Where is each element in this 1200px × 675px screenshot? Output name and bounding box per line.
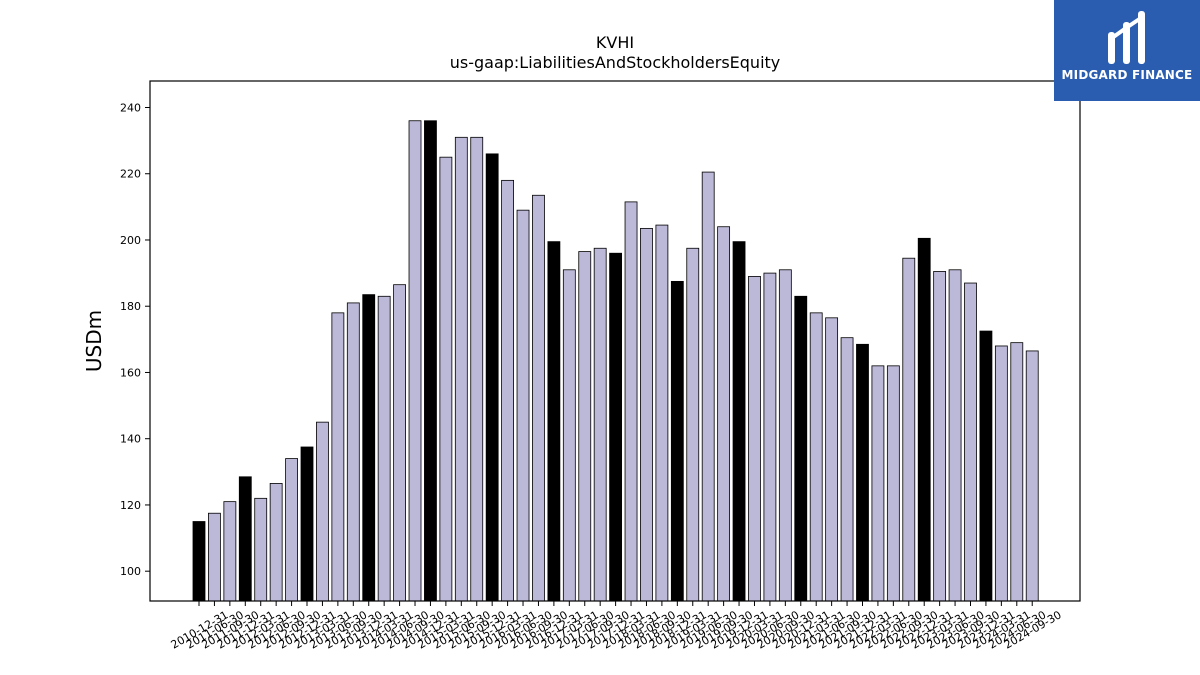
bar xyxy=(316,421,329,602)
bar xyxy=(516,209,530,602)
y-tick-label: 200 xyxy=(120,234,141,247)
y-tick-label: 240 xyxy=(120,101,141,114)
bar xyxy=(948,269,962,602)
bar xyxy=(238,476,252,602)
bar xyxy=(254,497,268,602)
y-tick-label: 140 xyxy=(120,433,141,446)
y-tick-label: 180 xyxy=(120,300,141,313)
bar xyxy=(285,458,298,602)
bar xyxy=(748,276,761,602)
brand-logo: MIDGARD FINANCE xyxy=(1054,0,1200,101)
y-axis-label: USDm xyxy=(82,310,106,372)
bar xyxy=(424,120,437,602)
bar xyxy=(578,251,592,602)
bar xyxy=(593,247,607,602)
bar xyxy=(362,294,376,602)
bar xyxy=(377,295,391,602)
bar xyxy=(979,330,993,602)
bar xyxy=(624,201,638,602)
bar xyxy=(825,317,839,602)
bar xyxy=(331,312,345,602)
bar xyxy=(300,446,314,602)
bar xyxy=(686,247,700,602)
bar xyxy=(717,226,731,602)
bar xyxy=(871,365,885,602)
bar xyxy=(778,269,792,602)
bar xyxy=(1010,342,1024,602)
bar xyxy=(439,156,453,602)
plot-frame xyxy=(149,80,1081,602)
bar xyxy=(408,120,422,602)
bar xyxy=(562,269,576,602)
bar xyxy=(223,501,237,602)
bar xyxy=(902,257,916,602)
bar xyxy=(994,345,1008,602)
bar xyxy=(192,521,206,602)
bar xyxy=(547,241,561,602)
bar xyxy=(763,272,777,602)
bar xyxy=(532,194,545,602)
y-tick-label: 100 xyxy=(120,565,141,578)
bar xyxy=(670,280,684,602)
bar xyxy=(917,237,931,602)
bar-series xyxy=(192,120,1039,602)
bar xyxy=(454,136,468,602)
bar xyxy=(470,136,484,602)
y-tick-label: 120 xyxy=(120,499,141,512)
chart-subtitle: us-gaap:LiabilitiesAndStockholdersEquity xyxy=(450,53,781,72)
bar xyxy=(701,171,715,602)
bar xyxy=(609,252,623,602)
bar xyxy=(886,365,900,602)
bar xyxy=(485,153,499,602)
bar xyxy=(655,224,669,602)
bar xyxy=(346,302,360,602)
bar xyxy=(732,241,746,602)
bar xyxy=(1025,350,1039,602)
y-tick-label: 160 xyxy=(120,366,141,379)
bar xyxy=(840,337,854,602)
y-axis: 100 120 140 160 180 200 220 240 xyxy=(120,101,150,578)
bar xyxy=(856,343,869,602)
chart-title: KVHI xyxy=(596,33,634,52)
bar xyxy=(964,282,977,602)
bar xyxy=(809,312,823,602)
midgard-logo-icon xyxy=(1108,11,1145,64)
bar xyxy=(640,227,653,602)
x-axis: 2010-12-312011-06-302011-09-302011-12-31… xyxy=(169,601,1064,652)
y-tick-label: 220 xyxy=(120,168,141,181)
bar xyxy=(933,271,947,602)
brand-name: MIDGARD FINANCE xyxy=(1061,68,1193,82)
bar xyxy=(393,284,406,602)
bar xyxy=(208,512,221,602)
bar xyxy=(269,483,283,602)
bar xyxy=(794,295,808,602)
bar xyxy=(501,179,515,602)
